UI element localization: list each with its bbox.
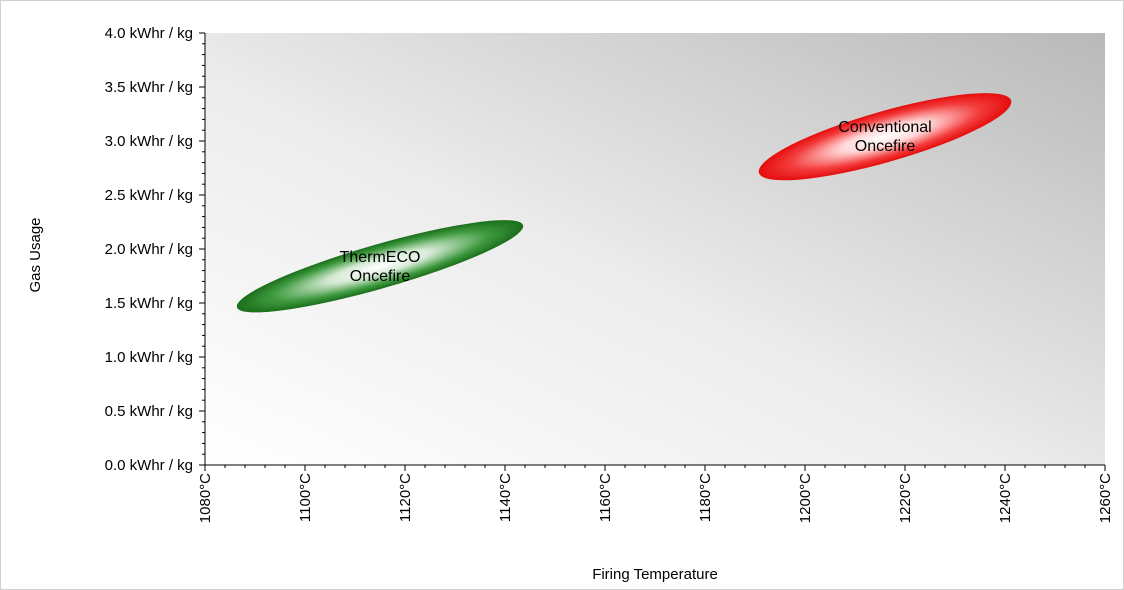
region-ellipse (236, 220, 524, 313)
y-tick-label: 1.5 kWhr / kg (105, 295, 193, 312)
x-tick-label: 1220°C (897, 473, 914, 523)
y-tick-label: 0.5 kWhr / kg (105, 403, 193, 420)
y-tick-label: 3.5 kWhr / kg (105, 79, 193, 96)
x-tick-label: 1080°C (197, 473, 214, 523)
y-tick-label: 0.0 kWhr / kg (105, 457, 193, 474)
x-tick-label: 1200°C (797, 473, 814, 523)
region-label: Oncefire (855, 138, 916, 155)
region-ellipse (758, 93, 1012, 181)
y-axis-title: Gas Usage (27, 217, 44, 292)
region-label: ThermECO (340, 249, 421, 266)
y-tick-label: 3.0 kWhr / kg (105, 133, 193, 150)
region-label: Oncefire (350, 268, 411, 285)
x-tick-label: 1180°C (697, 473, 714, 522)
region-label: Conventional (838, 119, 931, 136)
tick-label-layer: 0.0 kWhr / kg 0.5 kWhr / kg 1.0 kWhr / kg 1… (105, 25, 1114, 523)
x-axis-title: Firing Temperature (592, 566, 718, 583)
x-tick-label: 1140°C (497, 473, 514, 522)
x-tick-label: 1100°C (297, 473, 314, 522)
region-group (236, 220, 524, 313)
x-tick-label: 1260°C (1097, 473, 1114, 523)
x-tick-label: 1160°C (597, 473, 614, 522)
y-tick-label: 2.5 kWhr / kg (105, 187, 193, 204)
y-tick-label: 2.0 kWhr / kg (105, 241, 193, 258)
series-layer: ThermECO Oncefire Conventional Oncefire (236, 93, 1012, 313)
y-tick-label: 1.0 kWhr / kg (105, 349, 193, 366)
y-tick-label: 4.0 kWhr / kg (105, 25, 193, 42)
x-tick-label: 1120°C (397, 473, 414, 522)
x-tick-label: 1240°C (997, 473, 1014, 523)
region-group (758, 93, 1012, 181)
tick-layer (199, 32, 1106, 471)
